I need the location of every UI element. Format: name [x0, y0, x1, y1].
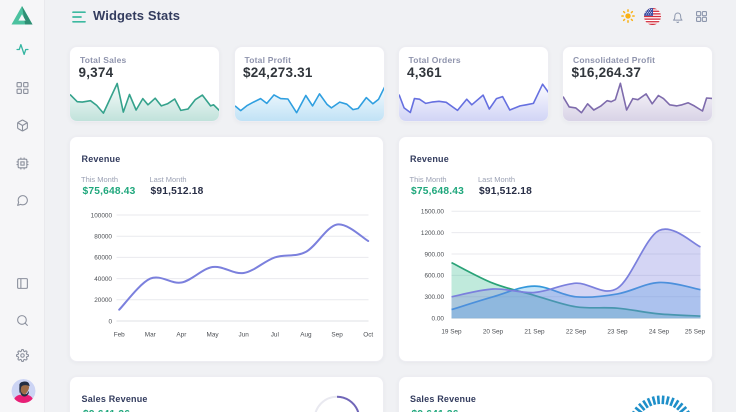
svg-text:600.00: 600.00 [424, 273, 444, 280]
svg-text:21 Sep: 21 Sep [524, 329, 545, 336]
svg-text:100000: 100000 [91, 212, 113, 219]
svg-text:19 Sep: 19 Sep [441, 329, 462, 336]
svg-text:May: May [207, 332, 220, 339]
svg-text:Sep: Sep [331, 332, 343, 339]
svg-text:900.00: 900.00 [424, 251, 444, 258]
svg-text:Mar: Mar [145, 332, 157, 339]
svg-text:1500.00: 1500.00 [420, 209, 444, 216]
svg-text:Oct: Oct [363, 332, 373, 339]
svg-text:23 Sep: 23 Sep [607, 329, 628, 336]
svg-text:Feb: Feb [114, 332, 125, 339]
svg-text:Jun: Jun [239, 332, 250, 339]
svg-text:300.00: 300.00 [424, 294, 444, 301]
svg-text:1200.00: 1200.00 [420, 230, 444, 237]
svg-text:Apr: Apr [176, 332, 187, 339]
svg-text:0.00: 0.00 [431, 316, 444, 323]
svg-text:40000: 40000 [94, 276, 112, 283]
svg-text:Aug: Aug [300, 332, 312, 339]
svg-text:24 Sep: 24 Sep [648, 329, 669, 336]
svg-text:20000: 20000 [94, 297, 112, 304]
svg-text:60000: 60000 [94, 255, 112, 262]
svg-text:Jul: Jul [271, 332, 279, 339]
svg-text:0: 0 [108, 318, 112, 325]
svg-text:25 Sep: 25 Sep [684, 329, 705, 336]
svg-text:22 Sep: 22 Sep [565, 329, 586, 336]
svg-text:20 Sep: 20 Sep [482, 329, 503, 336]
svg-text:80000: 80000 [94, 234, 112, 241]
